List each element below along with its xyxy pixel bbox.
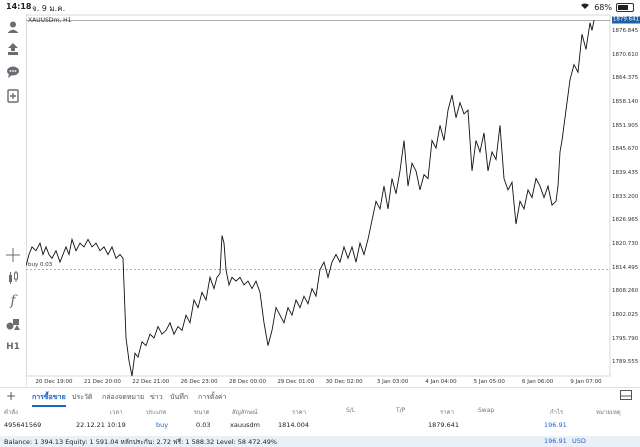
col-sl: S/L [346,407,356,414]
new-order-icon[interactable] [4,87,22,105]
y-tick-label: 1870.610 [612,51,639,58]
chart-canvas [26,14,611,377]
tab-trade[interactable]: การซื้อขาย [32,393,66,407]
x-tick-label: 5 Jan 05:00 [473,379,505,385]
add-icon[interactable]: + [6,389,17,403]
x-tick-label: 29 Dec 01:00 [277,379,315,385]
y-tick-label: 1864.375 [612,75,639,82]
tab-bar: + การซื้อขาย ประวัติ กล่องจดหมาย ข่าว บั… [0,387,640,407]
y-tick-label: 1826.965 [612,217,639,224]
candles-icon[interactable] [4,269,22,287]
table-row[interactable]: 495641569 22.12.21 10:19 buy 0.03 xauusd… [0,419,640,431]
total-profit: 196.91 [544,437,567,445]
col-price: ราคา [292,409,306,416]
y-tick-label: 1833.200 [612,193,639,200]
timeframe-icon[interactable]: H1 [6,342,20,352]
x-tick-label: 30 Dec 02:00 [325,379,363,385]
y-tick-label: 1802.025 [612,312,639,319]
col-order: คำสั่ง [4,409,18,416]
y-tick-label: 1814.495 [612,264,639,271]
col-swap: Swap [478,407,495,414]
currency: USD [572,437,586,445]
clock: 14:18 [6,2,32,11]
crosshair-icon[interactable] [4,246,22,264]
order-size: 0.03 [196,421,211,429]
y-tick-label: 1839.435 [612,170,639,177]
col-profit: กำไร [550,409,564,416]
y-tick-label: 1876.845 [612,27,639,34]
x-tick-label: 22 Dec 21:00 [132,379,170,385]
trade-icon[interactable] [4,40,22,58]
user-icon[interactable] [4,18,22,36]
layout-toggle-icon[interactable] [620,390,632,403]
tab-settings[interactable]: การตั้งค่า [198,393,227,401]
order-current-price: 1879.641 [428,421,460,429]
y-tick-label: 1851.905 [612,122,639,129]
objects-icon[interactable] [4,315,22,333]
order-id: 495641569 [4,421,42,429]
order-symbol: xauusdm [230,421,260,429]
buy-position-label: buy 0.03 [28,261,53,268]
col-type: ประเภท [146,409,167,416]
price-chart[interactable]: XAUUSDm, H1 buy 0.03 1876.845 1870.610 186… [26,14,640,386]
tab-history[interactable]: ประวัติ [72,393,93,401]
x-tick-label: 21 Dec 20:00 [83,379,121,385]
price-series-line [26,20,595,377]
x-tick-label: 28 Dec 00:00 [228,379,266,385]
chart-symbol-label: XAUUSDm, H1 [28,17,72,24]
y-tick-label: 1858.140 [612,99,639,106]
tab-journal[interactable]: บันทึก [170,393,189,401]
x-tick-label: 6 Jan 06:00 [521,379,554,385]
x-tick-label: 3 Jan 03:00 [376,379,409,385]
battery-icon [616,2,634,12]
y-tick-label: 1795.790 [612,335,639,342]
x-tick-label: 26 Dec 23:00 [180,379,218,385]
col-current-price: ราคา [440,409,454,416]
indicators-icon[interactable]: f [10,293,16,309]
status-bar: 14:18 จ. 9 ม.ค. 68% [0,0,640,14]
wifi-icon [580,2,590,12]
order-time: 22.12.21 10:19 [76,421,126,429]
date: จ. 9 ม.ค. [32,4,66,13]
chat-icon[interactable] [4,63,22,81]
balance-bar: Balance: 1 394.13 Equity: 1 591.04 หลักป… [0,436,640,447]
x-tick-label: 20 Dec 19:00 [35,379,73,385]
x-tick-label: 9 Jan 07:00 [570,379,602,385]
battery-percent: 68% [594,2,612,12]
col-symbol: สัญลักษณ์ [232,409,258,416]
col-time: เวลา [110,409,123,416]
status-icons: 68% [580,2,634,12]
left-toolbar: f H1 [0,14,27,386]
col-tp: T/P [396,407,406,414]
y-tick-label: 1789.555 [612,359,639,366]
y-tick-label: 1808.260 [612,288,639,295]
balance-summary: Balance: 1 394.13 Equity: 1 591.04 หลักป… [4,438,278,446]
positions-table-header: คำสั่ง เวลา ประเภท ขนาด สัญลักษณ์ ราคา S… [0,405,640,417]
y-tick-label: 1820.730 [612,241,639,248]
tab-news[interactable]: ข่าว [150,393,163,401]
order-open-price: 1814.004 [278,421,310,429]
y-tick-label: 1845.670 [612,146,639,153]
col-size: ขนาด [194,409,210,416]
col-comment: หมายเหตุ [596,409,621,416]
tab-mailbox[interactable]: กล่องจดหมาย [102,393,145,401]
current-price-tag: 1879.641 [612,16,640,24]
x-tick-label: 4 Jan 04:00 [425,379,457,385]
order-profit: 196.91 [544,421,567,429]
order-type: buy [156,421,169,429]
